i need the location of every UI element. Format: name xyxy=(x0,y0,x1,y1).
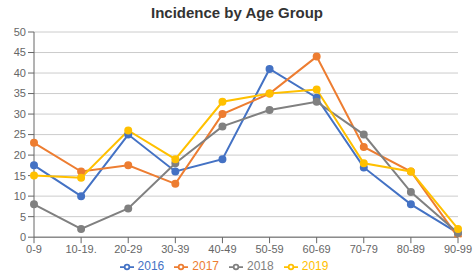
svg-text:70-79: 70-79 xyxy=(350,243,378,255)
svg-text:30: 30 xyxy=(14,108,26,120)
svg-text:50: 50 xyxy=(14,26,26,38)
svg-text:0: 0 xyxy=(20,231,26,243)
svg-text:20-29: 20-29 xyxy=(114,243,142,255)
html-text:2017: 2017 xyxy=(192,259,219,274)
svg-text:0-9: 0-9 xyxy=(26,243,42,255)
svg-text:10: 10 xyxy=(14,190,26,202)
svg-text:40-49: 40-49 xyxy=(208,243,236,255)
svg-text:50-59: 50-59 xyxy=(255,243,283,255)
svg-text:60-69: 60-69 xyxy=(303,243,331,255)
svg-text:90-99: 90-99 xyxy=(444,243,466,255)
svg-text:20: 20 xyxy=(14,149,26,161)
svg-text:30-39: 30-39 xyxy=(161,243,189,255)
svg-text:15: 15 xyxy=(14,170,26,182)
svg-text:80-89: 80-89 xyxy=(397,243,425,255)
html-text:2016: 2016 xyxy=(137,259,165,274)
svg-text:40: 40 xyxy=(14,67,26,79)
html-text:Incidence by Age Group: Incidence by Age Group xyxy=(151,4,323,21)
svg-text:45: 45 xyxy=(14,46,26,58)
html-text:2019: 2019 xyxy=(301,259,329,274)
svg-text:5: 5 xyxy=(20,211,26,223)
html-text:2018: 2018 xyxy=(247,259,274,274)
svg-text:35: 35 xyxy=(14,87,26,99)
svg-text:10-19.: 10-19. xyxy=(66,243,97,255)
svg-text:25: 25 xyxy=(14,128,26,140)
